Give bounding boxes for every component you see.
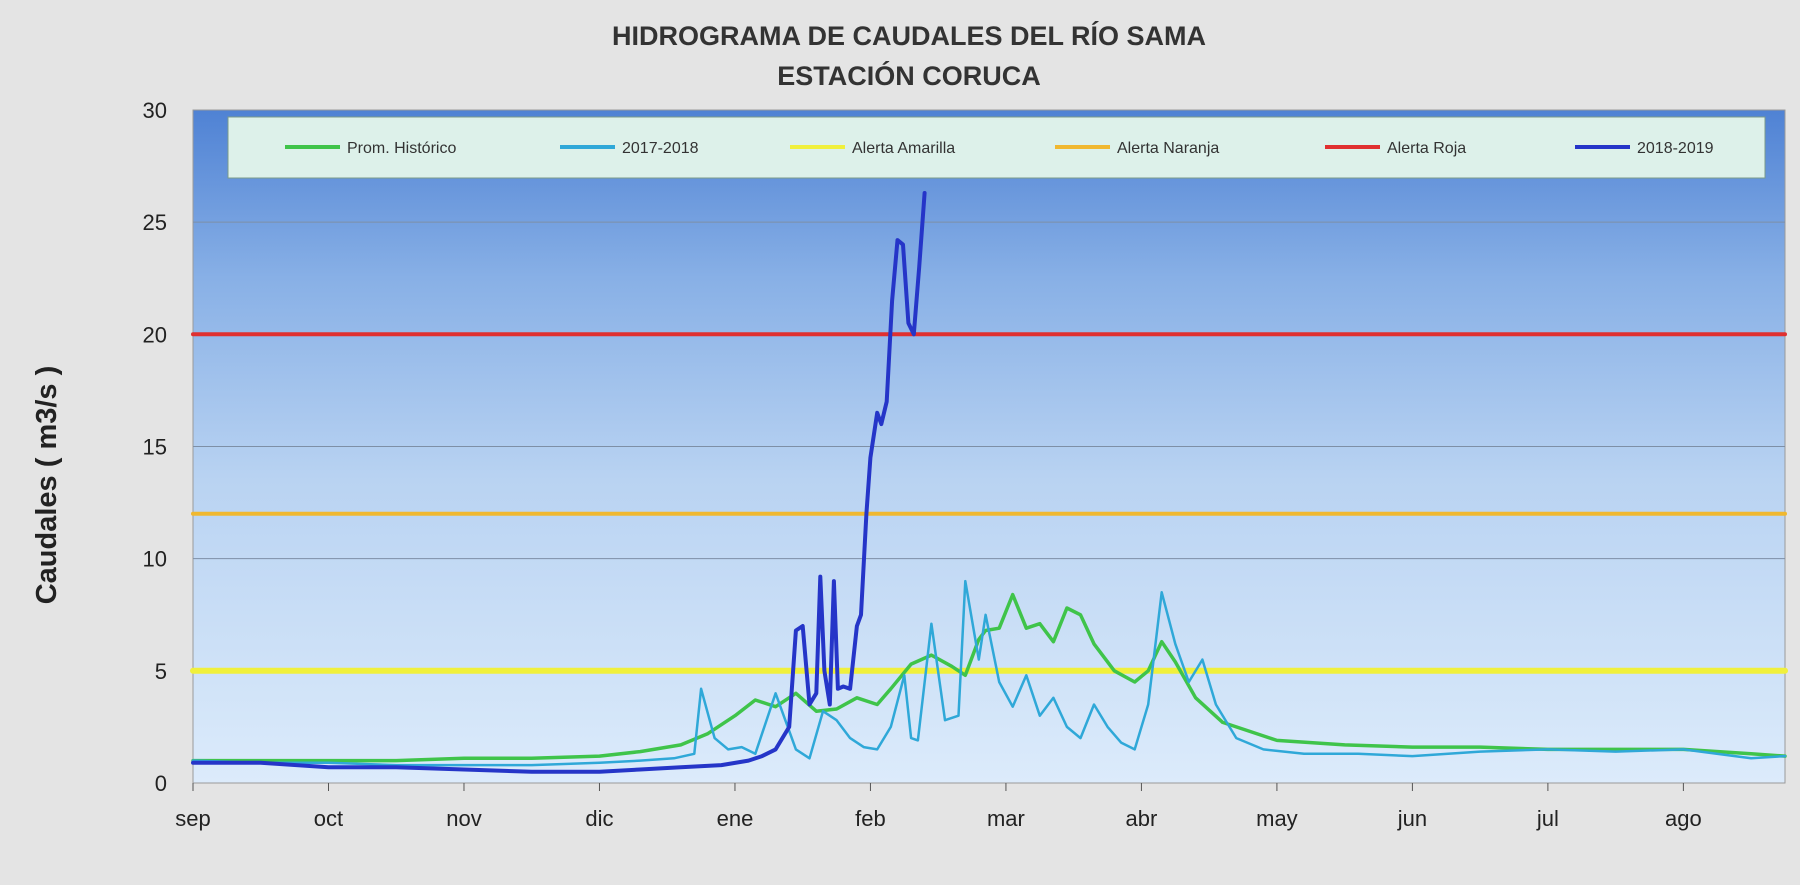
legend: Prom. Histórico 2017-2018 Alerta Amarilla A… — [227, 116, 1766, 179]
x-tick-label: mar — [987, 806, 1025, 831]
x-tick-label: jul — [1536, 806, 1559, 831]
legend-label-2017-2018: 2017-2018 — [622, 140, 699, 157]
series-lines — [190, 191, 1788, 774]
x-tick-label: nov — [446, 806, 481, 831]
series-line-prom-historico — [191, 592, 1787, 763]
x-axis-ticks: sep oct nov dic ene feb mar abr may jun jul ago — [175, 783, 1702, 831]
y-tick-label: 25 — [143, 210, 167, 235]
series-line-2017-2018 — [191, 579, 1787, 767]
y-axis-ticks: 0 5 10 15 20 25 30 — [143, 98, 167, 796]
legend-label-prom-historico: Prom. Histórico — [347, 140, 456, 157]
legend-label-alerta-roja: Alerta Roja — [1387, 140, 1466, 157]
y-tick-label: 5 — [155, 659, 167, 684]
legend-label-alerta-amarilla: Alerta Amarilla — [852, 140, 955, 157]
y-tick-label: 30 — [143, 98, 167, 123]
x-tick-label: sep — [175, 806, 210, 831]
x-tick-label: abr — [1126, 806, 1158, 831]
x-tick-label: oct — [314, 806, 343, 831]
x-tick-label: feb — [855, 806, 886, 831]
legend-box — [227, 116, 1766, 179]
x-tick-label: dic — [585, 806, 613, 831]
x-tick-label: may — [1256, 806, 1298, 831]
y-tick-label: 15 — [143, 435, 167, 460]
legend-label-alerta-naranja: Alerta Naranja — [1117, 140, 1219, 157]
x-tick-label: ene — [717, 806, 754, 831]
y-axis-label: Caudales ( m3/s ) — [31, 366, 63, 605]
x-tick-label: ago — [1665, 806, 1702, 831]
x-tick-label: jun — [1397, 806, 1427, 831]
legend-label-2018-2019: 2018-2019 — [1637, 140, 1714, 157]
y-tick-label: 0 — [155, 771, 167, 796]
y-tick-label: 20 — [143, 322, 167, 347]
chart-subtitle: ESTACIÓN CORUCA — [777, 60, 1041, 91]
y-tick-label: 10 — [143, 547, 167, 572]
chart-title: HIDROGRAMA DE CAUDALES DEL RÍO SAMA — [612, 20, 1206, 51]
series-line-2018-2019 — [191, 191, 927, 774]
